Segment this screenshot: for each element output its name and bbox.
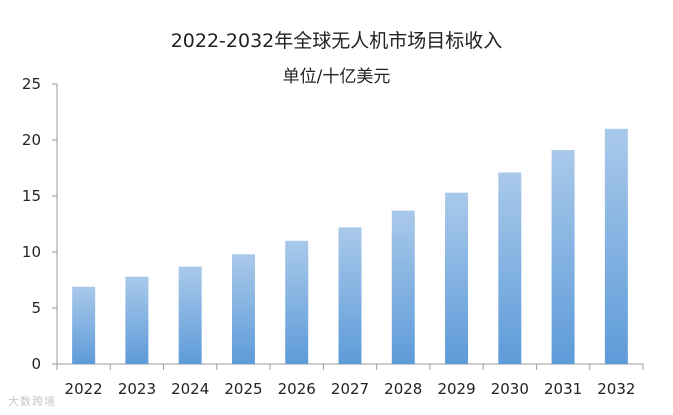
x-tick-label: 2023 xyxy=(118,380,156,398)
y-tick-label: 5 xyxy=(31,299,41,317)
y-tick-label: 10 xyxy=(22,243,41,261)
x-tick-label: 2024 xyxy=(171,380,209,398)
watermark-logo: 大数跨境 xyxy=(8,395,56,408)
bar-2028 xyxy=(391,210,415,364)
bar-2026 xyxy=(285,240,309,364)
x-tick-label: 2027 xyxy=(331,380,369,398)
x-tick-label: 2026 xyxy=(278,380,316,398)
y-tick-label: 25 xyxy=(22,75,41,93)
chart-subtitle: 单位/十亿美元 xyxy=(282,67,391,87)
x-tick-label: 2031 xyxy=(544,380,582,398)
chart-title: 2022-2032年全球无人机市场目标收入 xyxy=(170,30,503,52)
x-tick-label: 2022 xyxy=(65,380,103,398)
x-tick-label: 2028 xyxy=(384,380,422,398)
bar-2032 xyxy=(604,128,628,364)
y-tick-label: 20 xyxy=(22,131,41,149)
bar-2024 xyxy=(178,266,202,364)
bar-2030 xyxy=(498,172,522,364)
bar-2022 xyxy=(72,286,96,364)
bar-2029 xyxy=(445,192,469,364)
y-tick-label: 0 xyxy=(31,355,41,373)
x-tick-label: 2025 xyxy=(224,380,262,398)
bar-2023 xyxy=(125,276,149,364)
bar-2027 xyxy=(338,227,362,364)
x-tick-label: 2030 xyxy=(491,380,529,398)
bar-2025 xyxy=(231,254,255,364)
x-tick-label: 2032 xyxy=(597,380,635,398)
y-tick-label: 15 xyxy=(22,187,41,205)
x-tick-label: 2029 xyxy=(437,380,475,398)
bar-2031 xyxy=(551,150,575,364)
